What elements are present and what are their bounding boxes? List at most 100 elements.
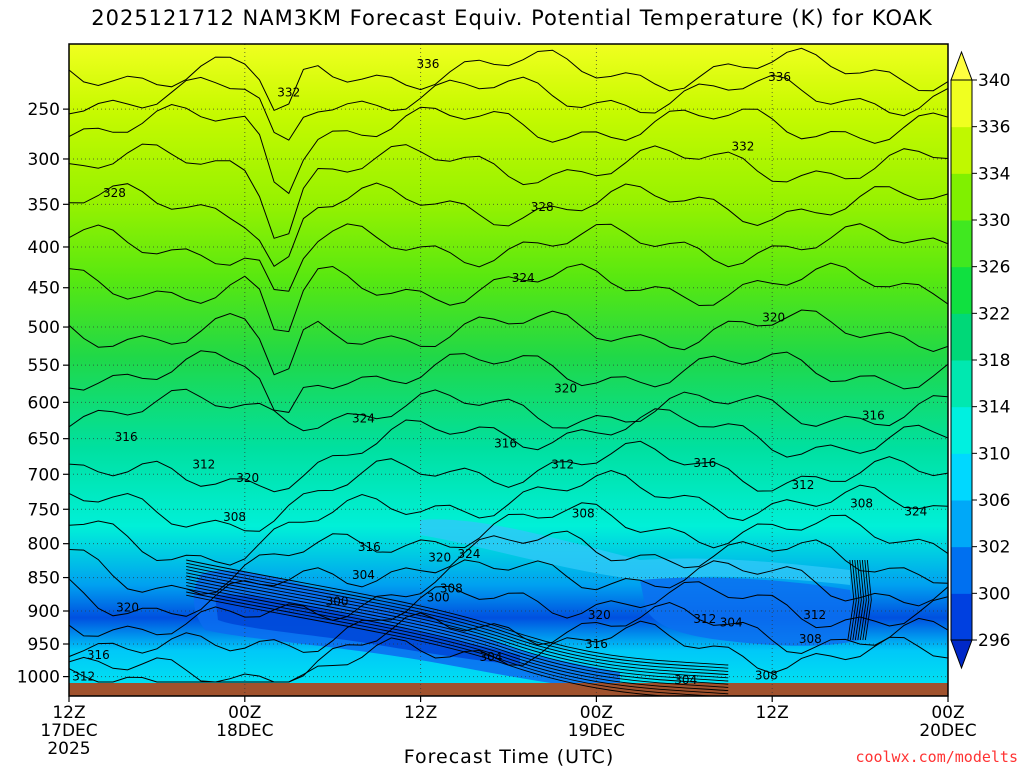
contour-label: 324	[457, 547, 480, 561]
contour-label: 308	[799, 632, 822, 646]
contour-label: 304	[479, 650, 502, 664]
frontal-contour-line	[852, 559, 860, 641]
contour-label: 312	[792, 478, 815, 492]
colorbar-segment	[951, 500, 972, 548]
y-tick-label: 650	[28, 430, 60, 450]
contour-label: 320	[116, 601, 139, 615]
cold-pool-3	[640, 577, 860, 646]
contour-label: 332	[277, 86, 300, 100]
contour-line	[69, 581, 948, 658]
colorbar-segment	[951, 593, 972, 641]
contour-line	[69, 223, 948, 292]
x-tick-label: 2025	[47, 739, 90, 759]
x-tick-label: 00Z	[228, 703, 261, 723]
contour-label: 320	[236, 471, 259, 485]
y-tick-label: 950	[28, 635, 60, 655]
x-tick-label: 17DEC	[40, 721, 97, 741]
x-tick-label: 00Z	[931, 703, 964, 723]
contour-label: 328	[531, 200, 554, 214]
colorbar-bottom-arrow	[950, 639, 973, 670]
frontal-contour-line	[857, 559, 865, 641]
frontal-contour-line	[186, 581, 729, 688]
colorbar-label: 334	[978, 164, 1010, 184]
x-tick-label: 12Z	[404, 703, 437, 723]
contour-label: 324	[904, 504, 927, 518]
contour-label: 316	[585, 637, 608, 651]
frontal-contour-line	[859, 559, 867, 641]
y-tick-label: 300	[28, 150, 60, 170]
y-tick-label: 400	[28, 238, 60, 258]
contour-label: 320	[762, 311, 785, 325]
x-tick-label: 20DEC	[919, 721, 976, 741]
colorbar-label: 318	[978, 351, 1010, 371]
contour-label: 308	[223, 510, 246, 524]
contour-label: 316	[115, 430, 138, 444]
y-tick-label: 600	[28, 393, 60, 413]
colorbar: 296 300 302 306 310 314 318 322 326 330 334 336 340	[950, 50, 1010, 670]
contour-label: 316	[358, 540, 381, 554]
contour-label: 332	[731, 140, 754, 154]
contour-label: 336	[768, 70, 791, 84]
plot-frame	[68, 43, 949, 697]
colorbar-top-arrow	[950, 50, 973, 81]
colorbar-segment	[951, 546, 972, 594]
contour-label: 316	[862, 409, 885, 423]
colorbar-segment	[951, 126, 972, 174]
contour-line	[69, 350, 948, 413]
colorbar-label: 322	[978, 304, 1010, 324]
contour-label: 312	[803, 608, 826, 622]
colorbar-segment	[951, 266, 972, 314]
contour-label: 312	[693, 612, 716, 626]
frontal-contour-line	[864, 559, 872, 641]
colorbar-label: 314	[978, 398, 1010, 418]
colorbar-label: 306	[978, 491, 1010, 511]
frontal-contour-line	[854, 559, 862, 641]
contour-line	[69, 262, 948, 333]
contour-label: 328	[103, 186, 126, 200]
frontal-contour-line	[186, 569, 729, 676]
frontal-contour-line	[186, 588, 729, 695]
contour-label: 336	[416, 57, 439, 71]
contour-line	[69, 74, 948, 141]
source-credit[interactable]: coolwx.com/modelts	[855, 748, 1018, 766]
frontal-contour-line	[186, 585, 729, 692]
colorbar-label: 336	[978, 118, 1010, 138]
frontal-contour-line	[186, 559, 729, 666]
y-tick-label: 250	[28, 100, 60, 120]
colorbar-segment	[951, 453, 972, 501]
x-tick-label: 12Z	[756, 703, 789, 723]
colorbar-segment	[951, 173, 972, 221]
grid-lines	[69, 44, 948, 696]
x-tick-label: 18DEC	[216, 721, 273, 741]
contour-label: 316	[693, 456, 716, 470]
colorbar-segment	[951, 80, 972, 128]
contour-label: 316	[494, 437, 517, 451]
contour-label: 304	[352, 568, 375, 582]
contour-line	[69, 502, 948, 595]
contour-label: 320	[428, 550, 451, 564]
contour-label: 320	[588, 608, 611, 622]
y-tick-label: 550	[28, 356, 60, 376]
colorbar-label: 310	[978, 444, 1010, 464]
contour-line	[69, 388, 948, 432]
y-tick-label: 350	[28, 195, 60, 215]
y-tick-label: 900	[28, 602, 60, 622]
contour-line	[69, 143, 948, 239]
contour-label: 320	[554, 381, 577, 395]
frontal-contour-line	[186, 591, 720, 696]
contour-labels: 336 336 332 332 328 328 324 324 324 324 320 320 320 3…	[72, 57, 927, 687]
colorbar-label: 330	[978, 211, 1010, 231]
contour-line	[69, 530, 948, 617]
contour-label: 312	[72, 670, 95, 684]
contour-line	[69, 559, 948, 637]
contour-label: 312	[551, 457, 574, 471]
colorbar-label: 296	[978, 631, 1010, 651]
cold-pool-4	[420, 519, 850, 585]
contour-line	[69, 47, 948, 112]
frontal-contour-line	[186, 594, 670, 696]
colorbar-segment	[951, 313, 972, 361]
contour-line	[69, 440, 948, 532]
y-axis: 250 300 350 400 450 500 550 600 650 700 750 800 850 9…	[17, 100, 69, 688]
